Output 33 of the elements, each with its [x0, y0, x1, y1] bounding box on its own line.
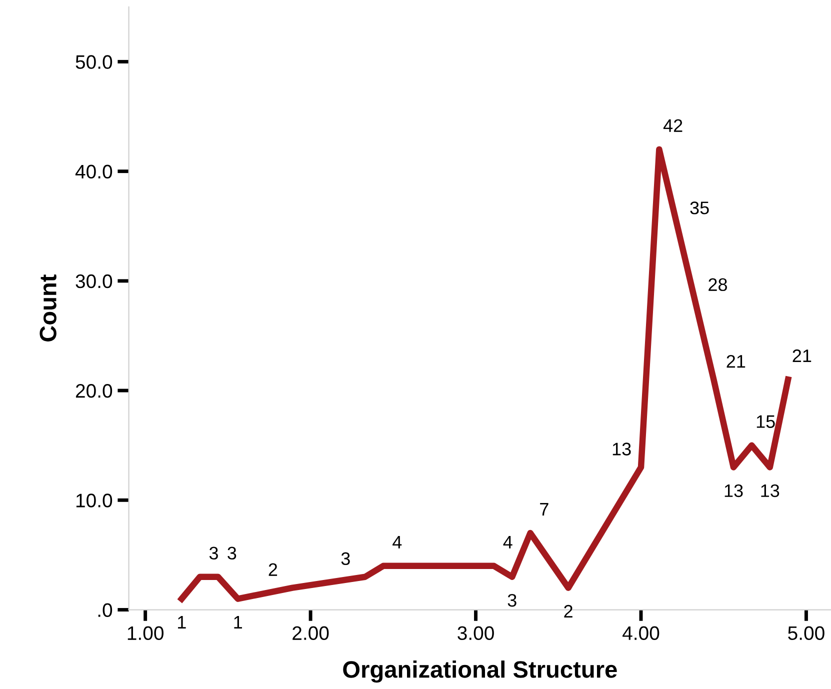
y-tick-label: 10.0: [76, 494, 112, 508]
data-label: 7: [540, 503, 548, 516]
data-label: 21: [726, 354, 746, 368]
data-label: 35: [690, 202, 709, 214]
x-tick-label: 2.00: [292, 626, 329, 640]
x-tick-label: 1.00: [128, 626, 164, 640]
data-label: 3: [341, 552, 350, 566]
data-label: 4: [392, 536, 402, 548]
y-tick-label: 50.0: [76, 55, 112, 69]
data-label: 3: [508, 594, 516, 607]
y-axis-title: Count: [40, 274, 56, 342]
data-label: 15: [756, 415, 775, 428]
y-tick-label: .0: [98, 603, 112, 617]
data-label: 42: [663, 119, 682, 132]
data-label: 2: [268, 563, 278, 576]
data-label: 21: [792, 349, 812, 362]
x-axis-title: Organizational Structure: [343, 660, 617, 683]
data-label: 1: [178, 616, 186, 628]
y-tick-label: 20.0: [76, 384, 112, 398]
data-label: 13: [724, 484, 743, 498]
y-tick-label: 30.0: [76, 274, 112, 288]
data-label: 1: [234, 616, 242, 628]
data-label: 13: [761, 484, 780, 498]
data-label: 3: [209, 546, 218, 560]
data-label: 2: [564, 604, 572, 618]
x-tick-label: 5.00: [788, 626, 824, 640]
data-label: 4: [503, 536, 512, 548]
y-tick-label: 40.0: [75, 164, 112, 179]
x-tick-label: 3.00: [458, 626, 494, 640]
data-label: 13: [612, 442, 631, 456]
data-label: 28: [708, 278, 727, 292]
x-tick-label: 4.00: [622, 626, 660, 640]
data-label: 3: [228, 546, 236, 560]
